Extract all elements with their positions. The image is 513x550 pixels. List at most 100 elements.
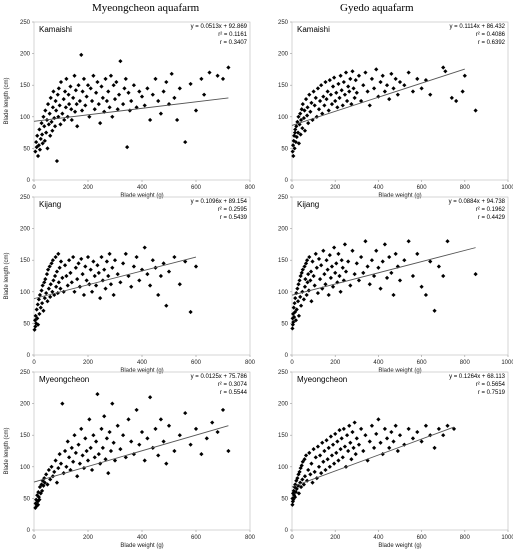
trend-line xyxy=(291,426,455,488)
data-point xyxy=(39,482,44,487)
data-point xyxy=(52,469,57,474)
x-tick-label: 400 xyxy=(373,185,384,191)
y-tick-label: 50 xyxy=(23,146,30,152)
data-point xyxy=(45,146,50,151)
data-point xyxy=(391,439,396,444)
data-point xyxy=(126,90,131,95)
data-point xyxy=(333,431,338,437)
data-point xyxy=(44,130,49,135)
data-point xyxy=(41,114,46,119)
data-point xyxy=(397,79,403,85)
data-point xyxy=(89,467,95,473)
data-point xyxy=(142,458,147,463)
x-tick-label: 200 xyxy=(83,360,94,366)
data-point xyxy=(52,273,58,279)
data-point xyxy=(406,426,411,431)
data-point xyxy=(73,450,78,455)
data-point xyxy=(321,459,326,464)
data-point xyxy=(62,89,68,94)
data-point xyxy=(330,442,336,447)
regression-r: r = 0.4429 xyxy=(478,215,506,221)
y-tick-label: 250 xyxy=(278,370,289,376)
data-point xyxy=(51,89,56,94)
data-point xyxy=(52,124,58,129)
data-point xyxy=(356,442,362,447)
data-point xyxy=(71,254,76,260)
data-point xyxy=(94,283,99,288)
data-point xyxy=(335,439,340,444)
data-point xyxy=(115,272,120,277)
data-point xyxy=(310,259,315,264)
data-point xyxy=(89,289,95,294)
data-point xyxy=(333,270,338,275)
data-point xyxy=(319,471,324,476)
data-point xyxy=(332,75,337,80)
data-point xyxy=(58,461,64,466)
data-point xyxy=(445,423,450,428)
data-point xyxy=(77,461,82,466)
data-point xyxy=(423,423,429,428)
data-point xyxy=(376,265,381,270)
data-point xyxy=(300,126,305,131)
plot-frame xyxy=(291,21,509,181)
data-point xyxy=(96,270,101,275)
scatter-panel-kamaishi-gyedo: 05010015020025002004006008001000Blade we… xyxy=(258,15,513,199)
data-point xyxy=(342,92,348,97)
data-point xyxy=(110,265,115,270)
data-point xyxy=(129,439,134,444)
data-point xyxy=(75,277,80,282)
data-point xyxy=(340,265,345,270)
column-title-gyedo: Gyedo aquafarm xyxy=(340,2,414,14)
data-point xyxy=(40,301,45,306)
y-tick-label: 150 xyxy=(278,83,289,89)
data-point xyxy=(344,433,350,438)
data-point xyxy=(73,88,78,93)
data-point xyxy=(324,97,329,102)
data-point xyxy=(46,286,51,291)
x-tick-label: 600 xyxy=(417,360,428,366)
data-point xyxy=(148,395,153,400)
x-axis-label: Blade weight (g) xyxy=(120,543,163,549)
data-point xyxy=(338,447,343,452)
data-point xyxy=(350,429,355,435)
data-point xyxy=(58,259,64,264)
data-point xyxy=(415,251,420,256)
data-point xyxy=(317,277,323,282)
data-point xyxy=(319,83,324,88)
data-point xyxy=(48,477,53,482)
data-point xyxy=(325,457,330,462)
data-point xyxy=(142,245,147,250)
data-point xyxy=(153,426,158,431)
x-tick-label: 400 xyxy=(137,360,148,366)
data-point xyxy=(338,73,343,78)
data-point xyxy=(118,59,123,64)
data-point xyxy=(57,265,62,270)
data-point xyxy=(38,136,43,142)
x-tick-label: 0 xyxy=(290,185,294,191)
data-point xyxy=(103,286,108,291)
data-point xyxy=(53,458,58,463)
data-point xyxy=(134,407,139,413)
data-point xyxy=(55,92,60,97)
data-point xyxy=(374,431,379,437)
data-point xyxy=(84,448,89,454)
data-point xyxy=(98,121,103,126)
data-point xyxy=(220,76,226,81)
data-point xyxy=(111,440,116,445)
regression-r2: r² = 0.4086 xyxy=(476,32,506,38)
scatter-panel-kijang-myeongcheon: 0 50 100 150 200 250 0 200 400 600 800 Blade weight… xyxy=(0,190,256,374)
data-point xyxy=(309,461,314,466)
data-point xyxy=(65,439,70,444)
data-point xyxy=(330,84,336,89)
data-point xyxy=(41,483,46,488)
y-tick-label: 250 xyxy=(20,20,31,26)
data-point xyxy=(302,474,308,479)
data-point xyxy=(316,107,322,112)
location-label: Kijang xyxy=(39,200,61,209)
data-point xyxy=(297,469,302,474)
data-point xyxy=(129,284,134,289)
data-point xyxy=(298,111,303,116)
y-tick-label: 100 xyxy=(278,115,289,121)
data-point xyxy=(290,502,295,507)
data-point xyxy=(100,95,105,100)
